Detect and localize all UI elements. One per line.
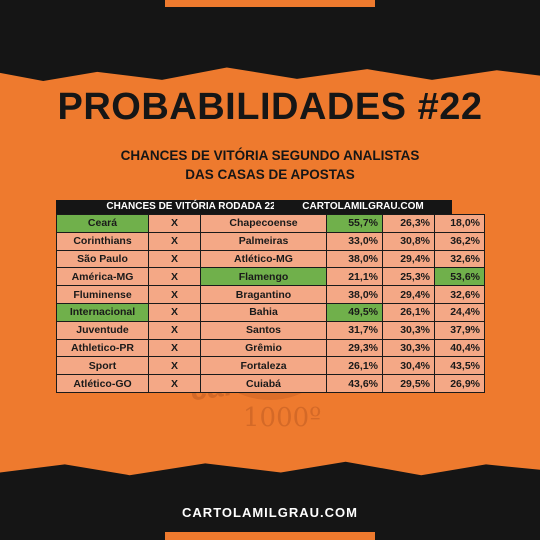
home-win-pct-cell: 38,0%	[326, 249, 383, 269]
away-win-pct-cell: 40,4%	[434, 338, 485, 358]
away-win-pct-cell: 24,4%	[434, 302, 485, 322]
draw-pct-cell: 26,1%	[382, 302, 435, 322]
versus-cell: X	[148, 267, 201, 287]
draw-pct-cell: 29,4%	[382, 249, 435, 269]
away-team-cell: Bahia	[200, 302, 327, 322]
away-team-cell: Chapecoense	[200, 214, 327, 233]
home-team-cell: América-MG	[56, 267, 149, 287]
away-win-pct-cell: 53,6%	[434, 267, 485, 287]
table-row: Corinthians X Palmeiras 33,0% 30,8% 36,2%	[56, 231, 485, 251]
top-accent-bar	[165, 0, 375, 7]
home-team-cell: Juventude	[56, 320, 149, 340]
versus-cell: X	[148, 231, 201, 251]
draw-pct-cell: 30,4%	[382, 356, 435, 376]
draw-pct-cell: 25,3%	[382, 267, 435, 287]
table-row: Ceará X Chapecoense 55,7% 26,3% 18,0%	[56, 214, 485, 233]
home-team-cell: Sport	[56, 356, 149, 376]
table-row: São Paulo X Atlético-MG 38,0% 29,4% 32,6%	[56, 249, 485, 269]
versus-cell: X	[148, 338, 201, 358]
table-row: Internacional X Bahia 49,5% 26,1% 24,4%	[56, 302, 485, 322]
away-win-pct-cell: 37,9%	[434, 320, 485, 340]
versus-cell: X	[148, 214, 201, 233]
table-row: Juventude X Santos 31,7% 30,3% 37,9%	[56, 320, 485, 340]
draw-pct-cell: 29,5%	[382, 374, 435, 393]
home-team-cell: Atlético-GO	[56, 374, 149, 393]
away-win-pct-cell: 36,2%	[434, 231, 485, 251]
away-win-pct-cell: 26,9%	[434, 374, 485, 393]
table-header: CHANCES DE VITÓRIA RODADA 22 CARTOLAMILG…	[56, 200, 452, 214]
draw-pct-cell: 26,3%	[382, 214, 435, 233]
versus-cell: X	[148, 356, 201, 376]
versus-cell: X	[148, 285, 201, 304]
bottom-accent-bar	[165, 532, 375, 540]
home-win-pct-cell: 43,6%	[326, 374, 383, 393]
home-team-cell: Athletico-PR	[56, 338, 149, 358]
home-team-cell: Internacional	[56, 302, 149, 322]
table-row: América-MG X Flamengo 21,1% 25,3% 53,6%	[56, 267, 485, 287]
away-win-pct-cell: 18,0%	[434, 214, 485, 233]
home-win-pct-cell: 21,1%	[326, 267, 383, 287]
versus-cell: X	[148, 249, 201, 269]
table-header-left: CHANCES DE VITÓRIA RODADA 22	[56, 200, 326, 214]
table-row: Sport X Fortaleza 26,1% 30,4% 43,5%	[56, 356, 485, 376]
away-team-cell: Cuiabá	[200, 374, 327, 393]
away-team-cell: Flamengo	[200, 267, 327, 287]
home-team-cell: São Paulo	[56, 249, 149, 269]
home-win-pct-cell: 55,7%	[326, 214, 383, 233]
table-row: Atlético-GO X Cuiabá 43,6% 29,5% 26,9%	[56, 374, 485, 393]
draw-pct-cell: 30,8%	[382, 231, 435, 251]
away-win-pct-cell: 32,6%	[434, 285, 485, 304]
away-win-pct-cell: 43,5%	[434, 356, 485, 376]
away-team-cell: Santos	[200, 320, 327, 340]
home-win-pct-cell: 38,0%	[326, 285, 383, 304]
draw-pct-cell: 30,3%	[382, 338, 435, 358]
home-win-pct-cell: 49,5%	[326, 302, 383, 322]
away-team-cell: Atlético-MG	[200, 249, 327, 269]
page-title: PROBABILIDADES #22	[57, 86, 483, 128]
home-win-pct-cell: 26,1%	[326, 356, 383, 376]
subtitle-line-1: CHANCES DE VITÓRIA SEGUNDO ANALISTAS	[120, 148, 420, 163]
away-team-cell: Palmeiras	[200, 231, 327, 251]
home-win-pct-cell: 33,0%	[326, 231, 383, 251]
away-win-pct-cell: 32,6%	[434, 249, 485, 269]
table-row: Fluminense X Bragantino 38,0% 29,4% 32,6%	[56, 285, 485, 304]
home-win-pct-cell: 29,3%	[326, 338, 383, 358]
versus-cell: X	[148, 302, 201, 322]
away-team-cell: Fortaleza	[200, 356, 327, 376]
footer-site: CARTOLAMILGRAU.COM	[182, 505, 358, 520]
home-team-cell: Ceará	[56, 214, 149, 233]
table-header-right: CARTOLAMILGRAU.COM	[274, 200, 452, 214]
draw-pct-cell: 29,4%	[382, 285, 435, 304]
draw-pct-cell: 30,3%	[382, 320, 435, 340]
home-team-cell: Fluminense	[56, 285, 149, 304]
away-team-cell: Grêmio	[200, 338, 327, 358]
probabilities-table: CHANCES DE VITÓRIA RODADA 22 CARTOLAMILG…	[56, 200, 485, 393]
away-team-cell: Bragantino	[200, 285, 327, 304]
subtitle: CHANCES DE VITÓRIA SEGUNDO ANALISTAS DAS…	[0, 146, 540, 184]
matches-grid: Ceará X Chapecoense 55,7% 26,3% 18,0% Corinthi…	[56, 214, 485, 393]
home-win-pct-cell: 31,7%	[326, 320, 383, 340]
table-row: Athletico-PR X Grêmio 29,3% 30,3% 40,4%	[56, 338, 485, 358]
subtitle-line-2: DAS CASAS DE APOSTAS	[185, 167, 355, 182]
home-team-cell: Corinthians	[56, 231, 149, 251]
versus-cell: X	[148, 320, 201, 340]
versus-cell: X	[148, 374, 201, 393]
